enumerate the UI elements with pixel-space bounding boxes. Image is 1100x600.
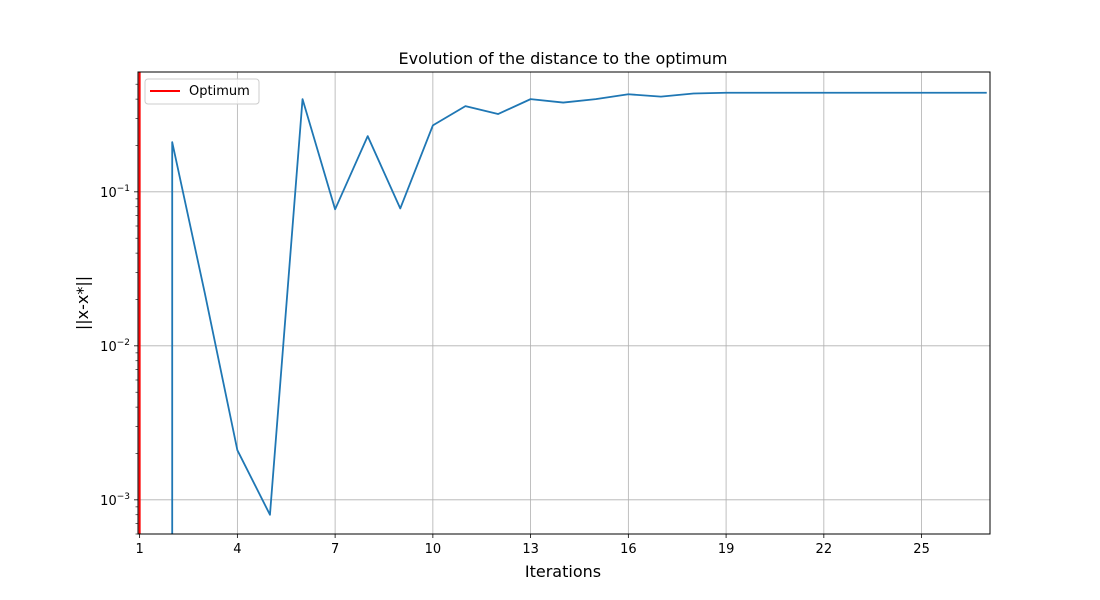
legend: Optimum [144, 78, 260, 105]
plot-frame [137, 71, 991, 535]
x-tick-label: 16 [620, 542, 637, 557]
y-axis-title: ||x-x*|| [73, 276, 92, 330]
x-tick-label: 4 [233, 542, 241, 557]
y-tick-label: 10−3 [100, 492, 130, 509]
x-tick-label: 10 [425, 542, 442, 557]
series-line [171, 91, 987, 534]
y-ticks: 10−1 10−2 10−3 [100, 83, 138, 535]
x-tick-label: 22 [816, 542, 833, 557]
x-ticks: 1 4 7 10 13 16 19 22 25 [135, 534, 930, 557]
x-tick-label: 7 [331, 542, 339, 557]
legend-box [144, 78, 260, 105]
grid [138, 72, 990, 534]
x-tick-label: 19 [718, 542, 735, 557]
series-layer [138, 72, 987, 534]
y-tick-label: 10−2 [100, 338, 130, 355]
chart-title: Evolution of the distance to the optimum [399, 49, 728, 68]
x-tick-label: 1 [135, 542, 143, 557]
x-tick-label: 13 [522, 542, 539, 557]
x-tick-label: 25 [913, 542, 930, 557]
y-tick-label: 10−1 [100, 184, 130, 201]
x-axis-title: Iterations [525, 562, 601, 581]
legend-label-optimum: Optimum [189, 84, 250, 99]
